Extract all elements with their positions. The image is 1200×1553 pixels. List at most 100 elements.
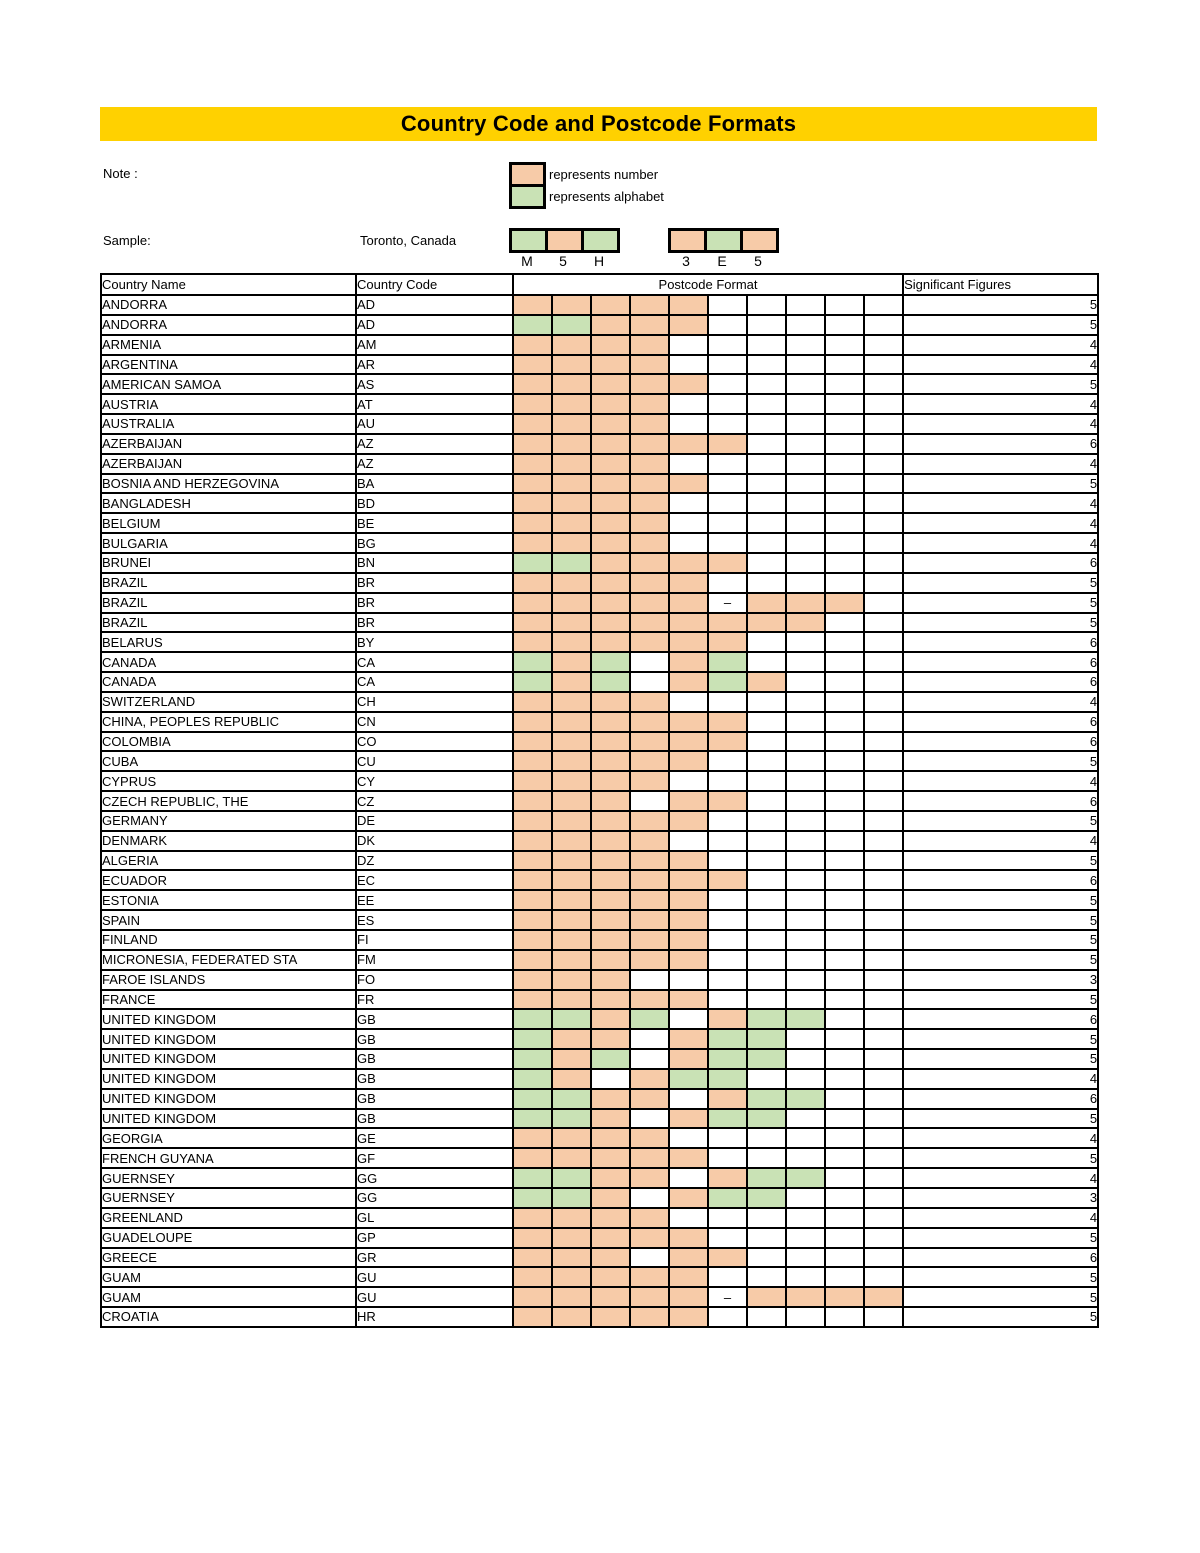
format-empty-cell xyxy=(785,889,826,912)
table-row: BRUNEI BN 6 xyxy=(100,551,1100,574)
country-name-cell: ARGENTINA xyxy=(100,353,357,376)
significant-figures-cell: 5 xyxy=(902,750,1100,773)
format-number-cell xyxy=(668,472,709,495)
format-number-cell xyxy=(629,770,670,793)
format-number-cell xyxy=(590,452,631,475)
format-empty-cell xyxy=(824,393,865,416)
format-empty-cell xyxy=(707,353,748,376)
significant-figures-cell: 5 xyxy=(902,1028,1100,1051)
format-empty-cell xyxy=(862,591,905,614)
table-row: SWITZERLAND CH 4 xyxy=(100,690,1100,713)
format-number-cell xyxy=(862,1286,905,1309)
format-empty-cell xyxy=(824,690,865,713)
format-empty-cell xyxy=(668,393,709,416)
table-row: GUERNSEY GG 3 xyxy=(100,1186,1100,1209)
table-row: GUERNSEY GG 4 xyxy=(100,1167,1100,1189)
format-number-cell xyxy=(512,889,553,912)
format-empty-cell xyxy=(785,373,826,396)
format-empty-cell xyxy=(824,1266,865,1289)
country-name-cell: ALGERIA xyxy=(100,849,357,872)
table-row: SPAIN ES 5 xyxy=(100,909,1100,931)
format-number-cell xyxy=(551,809,592,832)
country-code-cell: CN xyxy=(355,710,514,733)
format-empty-cell xyxy=(629,968,670,991)
significant-figures-cell: 4 xyxy=(902,1067,1100,1090)
format-number-cell xyxy=(707,551,748,574)
country-name-cell: DENMARK xyxy=(100,829,357,852)
format-empty-cell xyxy=(824,373,865,396)
format-number-cell xyxy=(551,690,592,713)
format-empty-cell xyxy=(707,809,748,832)
country-name-cell: FINLAND xyxy=(100,929,357,951)
format-empty-cell xyxy=(707,492,748,515)
format-number-cell xyxy=(668,710,709,733)
format-empty-cell xyxy=(785,1048,826,1070)
format-empty-cell xyxy=(862,313,905,336)
format-empty-cell xyxy=(824,1206,865,1229)
format-empty-cell xyxy=(862,988,905,1011)
format-number-cell xyxy=(551,1306,592,1328)
format-number-cell xyxy=(629,551,670,574)
format-empty-cell xyxy=(785,988,826,1011)
format-empty-cell xyxy=(862,1266,905,1289)
significant-figures-cell: 3 xyxy=(902,968,1100,991)
format-empty-cell xyxy=(824,929,865,951)
country-name-cell: FAROE ISLANDS xyxy=(100,968,357,991)
format-number-cell xyxy=(551,452,592,475)
postcode-format-table: Country Name Country Code Postcode Forma… xyxy=(100,273,1100,1328)
format-empty-cell xyxy=(824,750,865,773)
country-code-cell: BG xyxy=(355,532,514,554)
format-number-cell xyxy=(551,432,592,455)
country-name-cell: GUADELOUPE xyxy=(100,1226,357,1249)
format-alpha-cell xyxy=(707,1048,748,1070)
format-empty-cell xyxy=(746,889,787,912)
format-number-cell xyxy=(551,948,592,971)
country-name-cell: ECUADOR xyxy=(100,869,357,892)
table-row: AZERBAIJAN AZ 4 xyxy=(100,452,1100,475)
table-row: BELARUS BY 6 xyxy=(100,631,1100,654)
format-number-cell xyxy=(512,591,553,614)
format-empty-cell xyxy=(862,1167,905,1189)
format-number-cell xyxy=(668,1226,709,1249)
format-empty-cell xyxy=(824,849,865,872)
format-alpha-cell xyxy=(551,551,592,574)
country-name-cell: ESTONIA xyxy=(100,889,357,912)
format-empty-cell xyxy=(785,770,826,793)
format-empty-cell xyxy=(707,472,748,495)
format-number-cell xyxy=(512,948,553,971)
format-empty-cell xyxy=(785,968,826,991)
format-number-cell xyxy=(590,790,631,812)
format-empty-cell xyxy=(824,452,865,475)
format-empty-cell xyxy=(707,889,748,912)
format-number-cell xyxy=(512,294,553,316)
table-row: BRAZIL BR 5 xyxy=(100,571,1100,594)
country-code-cell: EE xyxy=(355,889,514,912)
format-number-cell xyxy=(629,909,670,931)
format-number-cell xyxy=(512,1266,553,1289)
table-row: ANDORRA AD 5 xyxy=(100,294,1100,316)
format-empty-cell xyxy=(862,1206,905,1229)
sample-char: 5 xyxy=(559,253,567,269)
format-number-cell xyxy=(551,1028,592,1051)
format-number-cell xyxy=(590,631,631,654)
header-postcode-format: Postcode Format xyxy=(511,273,905,296)
country-code-cell: GB xyxy=(355,1087,514,1110)
format-empty-cell xyxy=(862,929,905,951)
format-empty-cell xyxy=(746,909,787,931)
country-code-cell: BR xyxy=(355,571,514,594)
format-empty-cell xyxy=(785,909,826,931)
table-row: AMERICAN SAMOA AS 5 xyxy=(100,373,1100,396)
country-code-cell: FI xyxy=(355,929,514,951)
format-number-cell xyxy=(590,1008,631,1031)
header-country-name: Country Name xyxy=(100,273,357,296)
format-alpha-cell xyxy=(512,1067,553,1090)
format-number-cell xyxy=(785,1286,826,1309)
country-code-cell: AM xyxy=(355,333,514,356)
format-empty-cell xyxy=(746,532,787,554)
format-empty-cell xyxy=(824,1048,865,1070)
country-code-cell: BE xyxy=(355,512,514,535)
format-empty-cell xyxy=(629,1028,670,1051)
format-dash-cell: – xyxy=(707,1286,748,1309)
format-empty-cell xyxy=(707,750,748,773)
format-number-cell xyxy=(707,1008,748,1031)
